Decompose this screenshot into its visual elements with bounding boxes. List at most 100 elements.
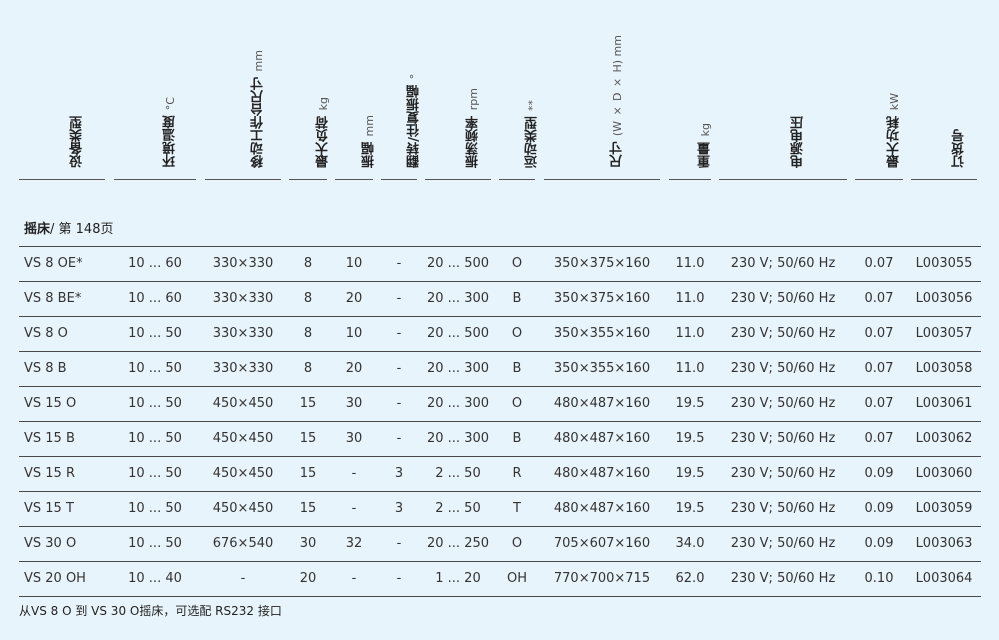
header-label: 设备类型 [70, 116, 86, 168]
table-cell: T [513, 501, 521, 516]
table-cell: 10 ... 60 [128, 291, 182, 306]
table-cell: 20 [345, 361, 363, 376]
section-name: 摇床 [24, 222, 51, 237]
header-col: 振幅 mm [335, 0, 377, 180]
table-cell: VS 30 O [24, 536, 77, 551]
table-cell: - [396, 326, 402, 341]
header-label: 环境温度 °C [163, 97, 179, 168]
table-cell: 10 ... 50 [128, 431, 182, 446]
header-title: 运动类型 [525, 116, 540, 168]
header-title: 重量 [698, 142, 713, 168]
table-cell: 770×700×715 [553, 571, 651, 586]
header-title: 环境温度 [163, 116, 178, 168]
header-rule [381, 179, 417, 180]
table-cell: 10 [345, 326, 363, 341]
table-cell: - [396, 571, 402, 586]
header-rule [289, 179, 327, 180]
header-label: 订货号 [952, 129, 968, 168]
table-cell: VS 15 R [24, 466, 75, 481]
table-cell: 20 ... 300 [426, 431, 490, 446]
table-cell: 8 [303, 256, 313, 271]
header-unit: mm [252, 50, 265, 75]
table-cell: 230 V; 50/60 Hz [730, 501, 836, 516]
table-cell: OH [506, 571, 527, 586]
table-cell: 15 [299, 466, 317, 481]
table-row: VS 20 OH 10 ... 40 - 20 - - 1 ... 20 OH 770×700×… [19, 561, 981, 597]
header-rule [19, 179, 105, 180]
table-cell: - [396, 361, 402, 376]
table-cell: 230 V; 50/60 Hz [730, 291, 836, 306]
table-cell: 8 [303, 291, 313, 306]
header-col: 设备类型 [19, 0, 105, 180]
table-cell: - [396, 536, 402, 551]
table-cell: VS 15 T [24, 501, 74, 516]
table-cell: B [512, 291, 522, 306]
table-cell: R [512, 466, 522, 481]
table-cell: 705×607×160 [553, 536, 651, 551]
table-cell: 34.0 [675, 536, 705, 551]
table-cell: 11.0 [675, 291, 705, 306]
table-cell: 230 V; 50/60 Hz [730, 571, 836, 586]
header-unit: mm [363, 115, 376, 140]
table-cell: 11.0 [675, 361, 705, 376]
header-unit: kg [699, 123, 712, 140]
header-rule [544, 179, 660, 180]
header-unit: (W × D × H) mm [611, 35, 624, 140]
header-label: 翻转/往复振幅 ° [407, 74, 423, 168]
table-cell: 30 [299, 536, 317, 551]
table-cell: B [512, 361, 522, 376]
table-cell: - [240, 571, 246, 586]
table-cell: 350×355×160 [553, 361, 651, 376]
table-cell: 230 V; 50/60 Hz [730, 256, 836, 271]
header-label: 最大负荷 kg [316, 97, 332, 168]
header-label: 振幅 mm [362, 115, 378, 168]
table-cell: 32 [345, 536, 363, 551]
spec-table: VS 8 OE* 10 ... 60 330×330 8 10 - 20 ... 500 O 3… [19, 246, 981, 597]
table-cell: 0.10 [864, 571, 894, 586]
table-cell: 8 [303, 326, 313, 341]
table-cell: O [511, 396, 523, 411]
table-cell: VS 20 OH [24, 571, 86, 586]
table-cell: 30 [345, 396, 363, 411]
header-title: 订货号 [952, 129, 967, 168]
table-cell: - [351, 466, 357, 481]
table-cell: O [511, 536, 523, 551]
table-cell: 480×487×160 [553, 501, 651, 516]
header-label: 最大功耗 kW [887, 93, 903, 168]
header-label: 重量 kg [698, 123, 714, 168]
header-col: 移动工作台尺寸 mm [205, 0, 281, 180]
header-col: 最大负荷 kg [289, 0, 331, 180]
table-cell: 0.07 [864, 291, 894, 306]
table-cell: 10 ... 50 [128, 466, 182, 481]
header-title: 翻转/往复振幅 [407, 85, 422, 168]
table-cell: L003057 [915, 326, 973, 341]
table-cell: VS 15 O [24, 396, 77, 411]
section-page-ref: / 第 148页 [50, 222, 114, 237]
table-cell: 20 ... 300 [426, 396, 490, 411]
table-cell: 350×375×160 [553, 291, 651, 306]
table-cell: L003064 [915, 571, 973, 586]
table-cell: 480×487×160 [553, 396, 651, 411]
header-rule [669, 179, 711, 180]
table-cell: - [351, 501, 357, 516]
table-cell: - [396, 256, 402, 271]
table-cell: 330×330 [212, 326, 274, 341]
table-cell: 20 [345, 291, 363, 306]
table-cell: 450×450 [212, 431, 274, 446]
table-cell: L003059 [915, 501, 973, 516]
header-label: 运动类型 ** [525, 100, 541, 169]
table-cell: L003055 [915, 256, 973, 271]
table-cell: O [511, 256, 523, 271]
header-label: 电源电压 [791, 116, 807, 168]
table-cell: 330×330 [212, 256, 274, 271]
table-cell: 0.09 [864, 466, 894, 481]
header-title: 最大功耗 [887, 116, 902, 168]
header-col: 运动类型 ** [499, 0, 540, 180]
header-rule [205, 179, 281, 180]
table-cell: 10 ... 50 [128, 326, 182, 341]
table-cell: 0.09 [864, 501, 894, 516]
header-unit: ° [408, 74, 421, 84]
table-row: VS 15 B 10 ... 50 450×450 15 30 - 20 ... 300 B 4… [19, 421, 981, 456]
table-cell: 10 [345, 256, 363, 271]
header-rule [499, 179, 535, 180]
